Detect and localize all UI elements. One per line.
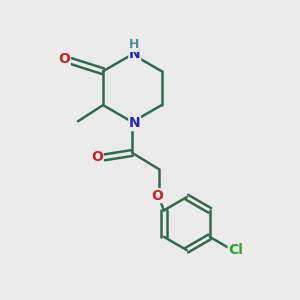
Text: H: H bbox=[129, 38, 139, 51]
Text: O: O bbox=[58, 52, 70, 67]
Text: N: N bbox=[129, 116, 140, 130]
Text: Cl: Cl bbox=[228, 243, 243, 257]
Text: O: O bbox=[91, 150, 103, 164]
Text: O: O bbox=[152, 189, 163, 202]
Text: N: N bbox=[129, 47, 140, 61]
